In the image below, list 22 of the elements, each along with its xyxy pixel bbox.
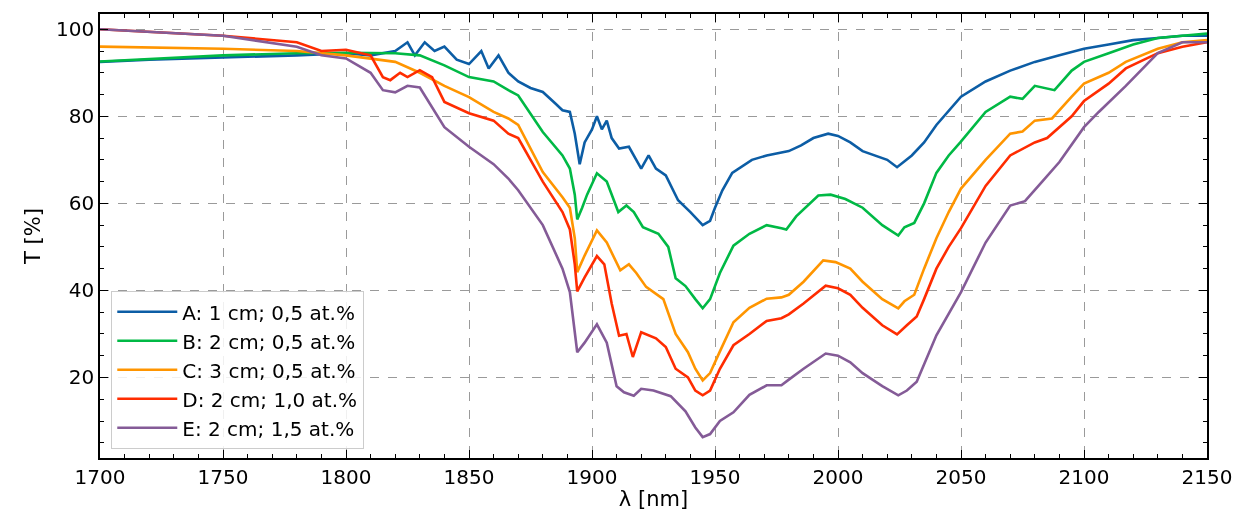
x-tick-label: 2050 xyxy=(935,464,987,489)
y-tick-label: 20 xyxy=(68,365,95,390)
x-tick-label: 2100 xyxy=(1058,464,1110,489)
y-tick-label: 40 xyxy=(68,278,95,303)
x-tick-label: 2000 xyxy=(812,464,864,489)
y-axis-title: T [%] xyxy=(20,208,45,265)
legend-label: D: 2 cm; 1,0 at.% xyxy=(182,387,358,412)
legend-label: A: 1 cm; 0,5 at.% xyxy=(182,300,355,325)
x-tick-label: 1850 xyxy=(443,464,495,489)
x-tick-label: 1950 xyxy=(689,464,741,489)
legend-label: E: 2 cm; 1,5 at.% xyxy=(182,416,355,441)
x-tick-label: 1900 xyxy=(566,464,618,489)
x-tick-label: 2150 xyxy=(1181,464,1233,489)
x-tick-label: 1800 xyxy=(320,464,372,489)
x-tick-label: 1700 xyxy=(74,464,126,489)
y-tick-label: 80 xyxy=(68,104,95,129)
y-tick-label: 60 xyxy=(68,191,95,216)
legend-label: C: 3 cm; 0,5 at.% xyxy=(182,358,356,383)
x-axis-title: λ [nm] xyxy=(618,487,689,512)
legend-label: B: 2 cm; 0,5 at.% xyxy=(182,329,356,354)
y-tick-label: 100 xyxy=(56,17,95,42)
x-tick-label: 1750 xyxy=(197,464,249,489)
